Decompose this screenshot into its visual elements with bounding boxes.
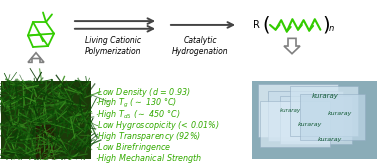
Polygon shape [284, 38, 300, 54]
Bar [36, 125, 54, 159]
Text: $\cdot$High $T_g$ ($\sim$ 130 °C): $\cdot$High $T_g$ ($\sim$ 130 °C) [95, 97, 177, 110]
Text: Catalytic
Hydrogenation: Catalytic Hydrogenation [172, 36, 228, 56]
Polygon shape [28, 53, 44, 62]
Bar [268, 91, 343, 141]
Text: $\cdot$Low Density ($d$ = 0.93): $\cdot$Low Density ($d$ = 0.93) [95, 86, 191, 99]
Text: kuraray: kuraray [311, 93, 338, 99]
Bar [252, 80, 377, 159]
Text: $\cdot$Low Hygroscopicity (< 0.01%): $\cdot$Low Hygroscopicity (< 0.01%) [95, 119, 220, 132]
Bar [290, 86, 358, 136]
Bar [1, 80, 91, 159]
Text: n: n [328, 24, 334, 33]
Bar [260, 101, 330, 147]
Text: $\cdot$Low Birefringence: $\cdot$Low Birefringence [95, 141, 171, 154]
Text: $\cdot$High Mechanical Strength: $\cdot$High Mechanical Strength [95, 152, 202, 165]
Bar [280, 96, 352, 144]
Text: kuraray: kuraray [328, 111, 352, 116]
Bar [258, 84, 338, 137]
Text: kuraray: kuraray [298, 122, 322, 127]
Bar [300, 94, 365, 140]
Text: R: R [253, 20, 260, 30]
Text: $\cdot$High $T_{d5}$ ($\sim$ 450 °C): $\cdot$High $T_{d5}$ ($\sim$ 450 °C) [95, 108, 180, 121]
Text: kuraray: kuraray [318, 137, 342, 142]
Text: (: ( [262, 15, 270, 34]
Text: kuraray: kuraray [279, 108, 301, 113]
Text: $\cdot$High Transparency (92%): $\cdot$High Transparency (92%) [95, 130, 201, 143]
Text: ): ) [322, 15, 330, 34]
Text: Living Cationic
Polymerization: Living Cationic Polymerization [85, 36, 141, 56]
